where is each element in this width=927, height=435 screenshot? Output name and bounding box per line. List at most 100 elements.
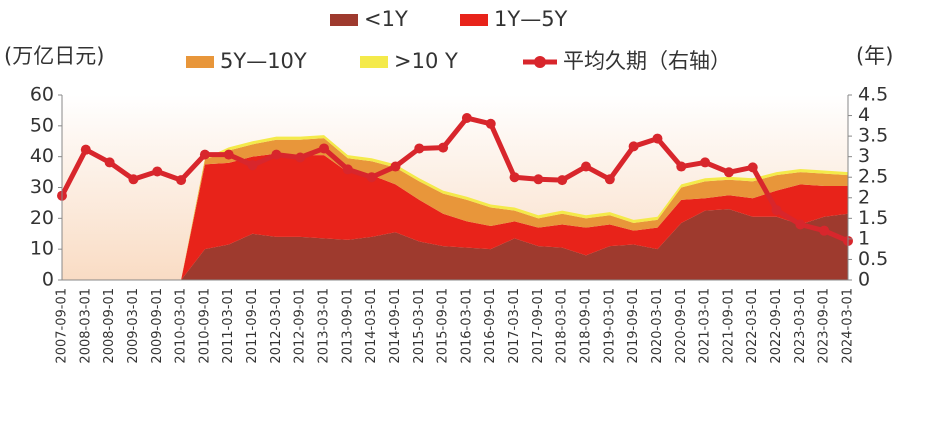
x-tick-label: 2012-09-01	[293, 288, 308, 364]
line-point	[223, 149, 234, 160]
x-tick-label: 2014-03-01	[364, 288, 379, 364]
x-tick-label: 2009-03-01	[126, 288, 141, 364]
line-point	[319, 143, 329, 154]
line-point	[652, 133, 663, 144]
y-tick-label: 20	[30, 207, 54, 229]
x-tick-label: 2008-03-01	[78, 288, 93, 364]
y2-tick-label: 4	[858, 104, 870, 126]
line-point	[176, 175, 187, 186]
line-point	[676, 161, 687, 172]
line-point	[509, 172, 520, 183]
area	[62, 153, 848, 280]
line-point	[771, 205, 782, 216]
y2-tick-label: 0.5	[858, 248, 888, 270]
line-point	[390, 161, 401, 172]
line-point	[795, 219, 806, 230]
x-tick-label: 2024-03-01	[841, 288, 856, 364]
line-point	[199, 149, 210, 160]
line-point	[80, 144, 91, 155]
y2-tick-label: 4.5	[858, 84, 888, 106]
line-point	[723, 167, 734, 178]
x-tick-label: 2011-09-01	[245, 288, 260, 364]
line-point	[700, 157, 711, 168]
x-tick-label: 2020-03-01	[650, 288, 665, 364]
legend-label: 平均久期（右轴）	[563, 49, 731, 73]
x-tick-label: 2008-09-01	[102, 288, 117, 364]
line-point	[128, 174, 139, 185]
y2-tick-label: 0	[858, 269, 870, 291]
y-tick-label: 40	[30, 145, 54, 167]
x-tick-label: 2012-03-01	[269, 288, 284, 364]
line-point	[461, 113, 472, 124]
x-tick-label: 2023-03-01	[793, 288, 808, 364]
x-tick-label: 2013-09-01	[340, 288, 355, 364]
legend-label: <1Y	[364, 7, 408, 31]
x-tick-label: 2021-03-01	[698, 288, 713, 364]
line-point	[104, 157, 115, 168]
x-tick-label: 2017-09-01	[531, 288, 546, 364]
y2-tick-label: 2.5	[858, 166, 888, 188]
line-point	[581, 161, 591, 172]
x-tick-label: 2011-03-01	[221, 288, 236, 364]
x-tick-label: 2010-09-01	[197, 288, 212, 364]
x-tick-label: 2009-09-01	[150, 288, 165, 364]
line-point	[414, 143, 425, 154]
x-tick-label: 2018-09-01	[579, 288, 594, 364]
x-tick-label: 2020-09-01	[674, 288, 689, 364]
line-point	[295, 152, 306, 163]
line-point	[438, 142, 449, 153]
legend-swatch	[186, 56, 214, 68]
y2-axis-label: (年)	[856, 44, 893, 68]
y-axis-label: (万亿日元)	[4, 44, 104, 68]
x-tick-label: 2018-03-01	[555, 288, 570, 364]
x-tick-label: 2022-03-01	[745, 288, 760, 364]
line-point	[747, 162, 758, 173]
line-point	[342, 164, 353, 175]
legend-label: 5Y—10Y	[220, 49, 307, 73]
line-point	[819, 225, 830, 236]
line-point	[485, 118, 496, 129]
line-point	[247, 160, 258, 171]
y-tick-label: 60	[30, 84, 54, 106]
x-tick-label: 2019-09-01	[626, 288, 641, 364]
y-tick-label: 50	[30, 114, 54, 136]
line-point	[152, 166, 163, 177]
line-point	[557, 175, 568, 186]
legend-label: 1Y—5Y	[494, 7, 568, 31]
x-tick-label: 2016-09-01	[483, 288, 498, 364]
x-tick-label: 2017-03-01	[507, 288, 522, 364]
line-point	[271, 149, 282, 160]
legend-label: >10 Y	[394, 49, 458, 73]
legend-swatch	[360, 56, 388, 68]
y2-tick-label: 3.5	[858, 125, 888, 147]
x-tick-label: 2016-03-01	[459, 288, 474, 364]
area	[62, 138, 848, 280]
legend-swatch	[330, 14, 358, 26]
x-tick-label: 2013-03-01	[317, 288, 332, 364]
x-tick-label: 2021-09-01	[721, 288, 736, 364]
legend-swatch	[534, 56, 546, 68]
x-tick-label: 2007-09-01	[55, 288, 70, 364]
area	[62, 209, 848, 280]
x-tick-label: 2014-09-01	[388, 288, 403, 364]
line-point	[628, 141, 639, 152]
y-tick-label: 10	[30, 238, 54, 260]
y2-tick-label: 2	[858, 186, 870, 208]
y2-tick-label: 1.5	[858, 207, 888, 229]
y2-tick-label: 1	[858, 227, 870, 249]
x-tick-label: 2019-03-01	[602, 288, 617, 364]
x-tick-label: 2010-03-01	[174, 288, 189, 364]
line-point	[533, 174, 544, 185]
line	[59, 115, 849, 244]
x-tick-label: 2022-09-01	[769, 288, 784, 364]
x-tick-label: 2015-03-01	[412, 288, 427, 364]
line-point	[366, 172, 377, 183]
legend-swatch	[460, 14, 488, 26]
x-tick-label: 2015-09-01	[436, 288, 451, 364]
line-point	[604, 174, 615, 185]
y2-tick-label: 3	[858, 145, 870, 167]
y-tick-label: 0	[42, 269, 54, 291]
y-tick-label: 30	[30, 176, 54, 198]
x-tick-label: 2023-09-01	[817, 288, 832, 364]
